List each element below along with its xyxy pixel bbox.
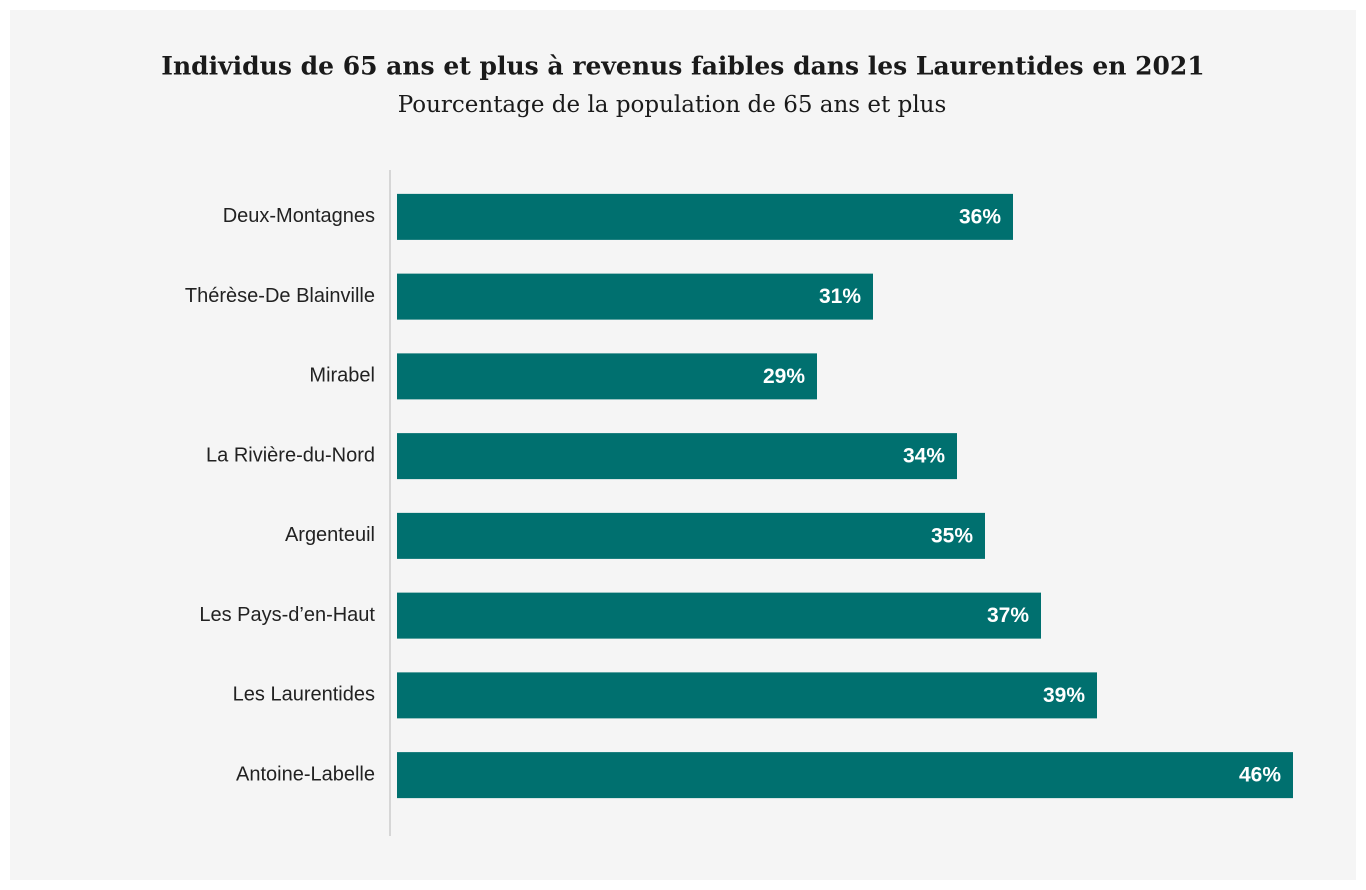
- bar: [397, 512, 985, 559]
- value-label: 34%: [903, 445, 945, 468]
- category-label: Deux-Montagnes: [223, 205, 375, 227]
- chart-title: Individus de 65 ans et plus à revenus fa…: [161, 52, 1204, 81]
- category-label: Argenteuil: [285, 524, 375, 546]
- value-label: 35%: [931, 524, 973, 547]
- value-label: 36%: [959, 205, 1001, 228]
- value-label: 39%: [1043, 684, 1085, 707]
- category-label: Les Laurentides: [233, 684, 375, 706]
- value-label: 37%: [987, 604, 1029, 627]
- bar: [397, 273, 873, 320]
- value-label: 31%: [819, 285, 861, 308]
- bar: [397, 672, 1097, 719]
- bar: [397, 752, 1293, 799]
- category-label: Thérèse-De Blainville: [185, 285, 375, 307]
- category-label: Mirabel: [309, 365, 375, 387]
- value-label: 46%: [1239, 764, 1281, 787]
- bar: [397, 433, 957, 480]
- chart-subtitle: Pourcentage de la population de 65 ans e…: [398, 92, 947, 118]
- value-label: 29%: [763, 365, 805, 388]
- bar: [397, 193, 1013, 240]
- category-label: La Rivière-du-Nord: [206, 444, 375, 466]
- bar: [397, 353, 817, 400]
- category-label: Antoine-Labelle: [236, 763, 375, 785]
- bar: [397, 592, 1041, 639]
- category-label: Les Pays-d’en-Haut: [199, 604, 375, 626]
